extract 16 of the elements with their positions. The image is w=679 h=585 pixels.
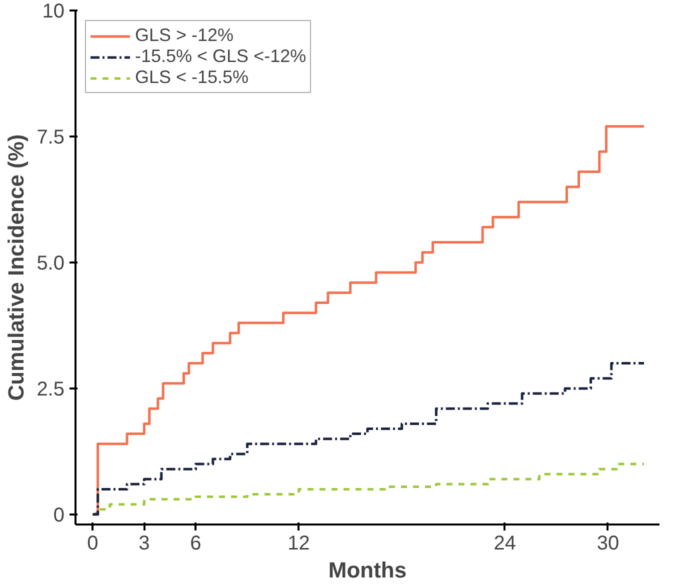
x-tick-label: 30 bbox=[596, 532, 620, 554]
y-axis-title: Cumulative Incidence (%) bbox=[4, 134, 29, 401]
x-tick-label: 3 bbox=[138, 532, 150, 554]
y-tick-label: 10 bbox=[42, 0, 65, 22]
y-tick-label: 0 bbox=[53, 504, 64, 526]
x-tick-label: 24 bbox=[494, 532, 516, 554]
legend-label: GLS > -12% bbox=[135, 25, 234, 46]
legend-label: -15.5% < GLS <-12% bbox=[135, 46, 306, 67]
x-tick-label: 12 bbox=[288, 532, 310, 554]
y-tick-label: 5.0 bbox=[36, 252, 65, 274]
x-axis-title: Months bbox=[328, 558, 407, 582]
y-tick-label: 2.5 bbox=[36, 378, 65, 400]
x-tick-label: 0 bbox=[87, 532, 98, 554]
legend-label: GLS < -15.5% bbox=[135, 67, 249, 88]
y-tick-label: 7.5 bbox=[36, 126, 65, 148]
x-tick-label: 6 bbox=[190, 532, 202, 554]
